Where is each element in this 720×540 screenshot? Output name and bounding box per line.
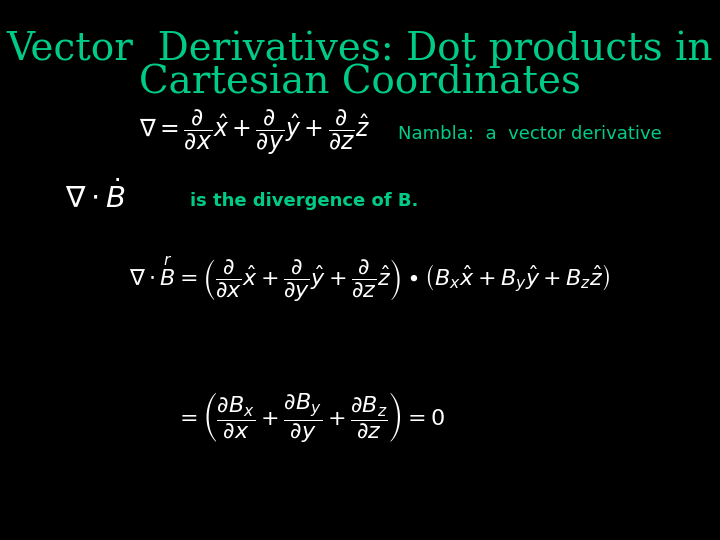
Text: Cartesian Coordinates: Cartesian Coordinates [139,65,581,102]
Text: $= \left(\dfrac{\partial B_x}{\partial x}+\dfrac{\partial B_y}{\partial y}+\dfra: $= \left(\dfrac{\partial B_x}{\partial x… [175,390,445,444]
Text: $\nabla = \dfrac{\partial}{\partial x}\hat{x}+\dfrac{\partial}{\partial y}\hat{y: $\nabla = \dfrac{\partial}{\partial x}\h… [139,108,371,157]
Text: $\nabla \cdot \dot{B}$: $\nabla \cdot \dot{B}$ [65,180,125,214]
Text: Vector  Derivatives: Dot products in: Vector Derivatives: Dot products in [6,30,714,68]
Text: Nambla:  a  vector derivative: Nambla: a vector derivative [398,125,662,143]
Text: is the divergence of B.: is the divergence of B. [190,192,418,210]
Text: $\nabla \cdot \overset{r}{B} = \left(\dfrac{\partial}{\partial x}\hat{x}+\dfrac{: $\nabla \cdot \overset{r}{B} = \left(\df… [130,255,611,305]
